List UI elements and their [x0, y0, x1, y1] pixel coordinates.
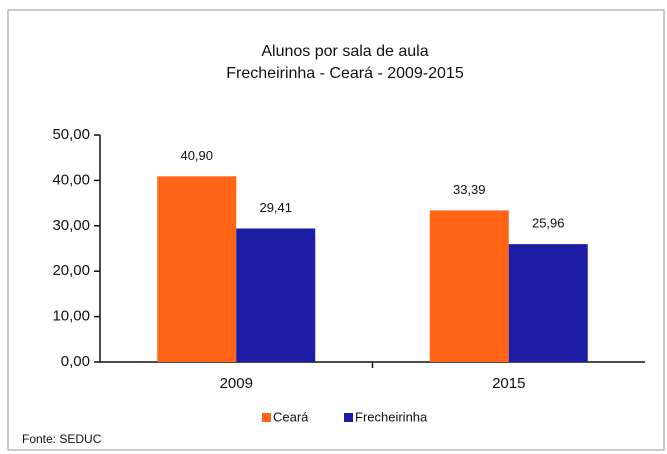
y-tick-label: 40,00 — [52, 171, 90, 188]
value-label: 40,90 — [180, 148, 213, 163]
value-label: 25,96 — [532, 216, 565, 231]
legend-label: Ceará — [273, 409, 309, 424]
value-label: 33,39 — [453, 182, 486, 197]
frame — [7, 9, 665, 451]
chart-subtitle: Frecheirinha - Ceará - 2009-2015 — [226, 65, 464, 82]
legend-label: Frecheirinha — [355, 409, 428, 424]
bar — [508, 244, 588, 362]
legend-swatch — [262, 413, 271, 422]
x-tick-label: 2009 — [220, 375, 253, 392]
bar — [236, 228, 316, 362]
x-tick-label: 2015 — [492, 375, 525, 392]
bar — [157, 176, 237, 362]
chart-title: Alunos por sala de aula — [261, 43, 428, 60]
source: Fonte: SEDUC — [22, 432, 102, 446]
y-tick-label: 20,00 — [52, 262, 90, 279]
y-tick-label: 30,00 — [52, 217, 90, 234]
bar — [429, 210, 509, 362]
value-label: 29,41 — [259, 200, 292, 215]
y-tick-label: 50,00 — [52, 126, 90, 143]
y-tick-label: 0,00 — [61, 353, 90, 370]
y-tick-label: 10,00 — [52, 308, 90, 325]
legend-swatch — [344, 413, 353, 422]
